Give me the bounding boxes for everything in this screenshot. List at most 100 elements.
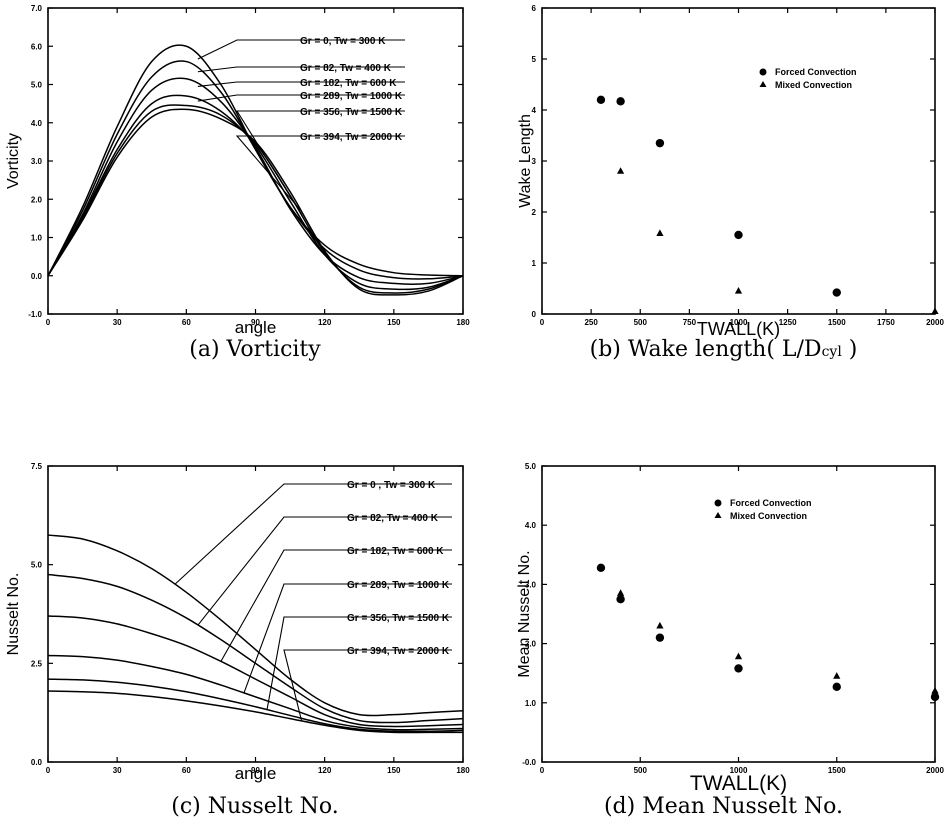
y-tick-label: 3.0 xyxy=(525,580,537,589)
x-tick-label: 1500 xyxy=(828,766,846,775)
x-tick-label: 1500 xyxy=(828,318,846,327)
series-label: Gr = 289, Tw = 1000 K xyxy=(347,580,450,591)
x-tick-label: 180 xyxy=(456,766,470,775)
caption-b: (b) Wake length( L/Dcyl ) xyxy=(500,337,947,362)
y-tick-label: 5.0 xyxy=(525,462,537,471)
series-line-4 xyxy=(47,94,464,291)
x-tick-label: 2000 xyxy=(926,766,944,775)
label-leader-line xyxy=(235,135,405,212)
x-tick-label: 150 xyxy=(387,318,401,327)
x-tick-label: 120 xyxy=(318,766,332,775)
y-tick-label: 2.0 xyxy=(31,195,43,204)
x-axis-title: angle xyxy=(235,764,277,783)
x-tick-label: 1750 xyxy=(877,318,895,327)
y-tick-label: 2.0 xyxy=(525,640,537,649)
x-tick-label: 0 xyxy=(540,766,545,775)
series-label: Gr = 82, Tw = 400 K xyxy=(347,513,439,524)
label-leader-line xyxy=(197,516,452,626)
series-line-5 xyxy=(47,678,464,733)
x-tick-label: 500 xyxy=(634,766,648,775)
point-mixed xyxy=(617,589,625,596)
y-tick-label: 6.0 xyxy=(31,42,43,51)
label-leader-line xyxy=(174,483,452,585)
label-leader-line xyxy=(197,66,405,73)
y-tick-label: 1.0 xyxy=(525,699,537,708)
point-mixed xyxy=(931,686,939,694)
x-tick-label: 500 xyxy=(634,318,648,327)
x-tick-label: 180 xyxy=(456,318,470,327)
y-tick-label: 1.0 xyxy=(31,234,43,243)
series-label: Gr = 182, Tw = 600 K xyxy=(347,546,444,557)
x-tick-label: 1000 xyxy=(730,318,748,327)
y-axis-title: Wake Length xyxy=(517,114,534,208)
y-tick-label: 5.0 xyxy=(31,561,43,570)
x-tick-label: 60 xyxy=(182,318,191,327)
y-tick-label: 7.0 xyxy=(31,4,43,13)
legend-label: Forced Convection xyxy=(775,67,857,77)
x-tick-label: 1250 xyxy=(779,318,797,327)
x-tick-label: 250 xyxy=(584,318,598,327)
y-tick-label: 0 xyxy=(532,310,537,319)
caption-b-end: ) xyxy=(841,337,858,362)
series-label: Gr = 356, Tw = 1500 K xyxy=(347,613,450,624)
x-tick-label: 30 xyxy=(113,766,122,775)
x-tick-label: 2000 xyxy=(926,318,944,327)
label-leader-line xyxy=(220,549,452,662)
x-axis-title: TWALL(K) xyxy=(697,319,780,339)
y-tick-label: -1.0 xyxy=(28,310,42,319)
series-line-6 xyxy=(47,108,464,296)
caption-c: (c) Nusselt No. xyxy=(171,794,339,819)
x-tick-label: 150 xyxy=(387,766,401,775)
point-forced xyxy=(616,595,625,604)
point-forced xyxy=(596,95,606,105)
y-tick-label: 0.0 xyxy=(31,758,43,767)
series-label: Gr = 289, Tw = 1000 K xyxy=(300,91,403,102)
point-forced xyxy=(616,97,625,106)
series-line-5 xyxy=(47,104,464,294)
point-forced xyxy=(734,664,743,673)
x-tick-label: 0 xyxy=(46,318,51,327)
legend-label: Forced Convection xyxy=(730,498,812,508)
point-forced xyxy=(596,563,606,573)
y-tick-label: 5.0 xyxy=(31,81,43,90)
y-tick-label: 1 xyxy=(532,259,537,268)
point-forced xyxy=(734,230,743,240)
point-mixed xyxy=(656,229,664,237)
legend-marker-forced xyxy=(759,68,767,76)
series-line-4 xyxy=(47,654,464,731)
y-tick-label: 2 xyxy=(532,208,537,217)
series-label: Gr = 82, Tw = 400 K xyxy=(300,63,392,74)
caption-a: (a) Vorticity xyxy=(189,337,321,362)
label-leader-line xyxy=(266,616,452,710)
y-tick-label: 5 xyxy=(532,55,537,64)
x-tick-label: 0 xyxy=(540,318,545,327)
x-tick-label: 120 xyxy=(318,318,332,327)
point-forced xyxy=(832,682,841,692)
x-axis-title: TWALL(K) xyxy=(690,772,787,795)
y-tick-label: 7.5 xyxy=(31,462,43,471)
label-leader-line xyxy=(236,110,405,215)
label-leader-line xyxy=(283,649,452,721)
x-tick-label: 750 xyxy=(683,318,697,327)
series-line-3 xyxy=(47,615,464,728)
point-forced xyxy=(930,692,940,702)
legend-marker-mixed xyxy=(714,512,722,518)
chart-a: 0 30 60 90 120 150 180 -1.0 0.0 1.0 2.0 3.0 4.0 5.0 6.… xyxy=(5,4,470,337)
series-label: Gr = 0 , Tw = 300 K xyxy=(347,480,436,491)
x-tick-label: 30 xyxy=(113,318,122,327)
y-tick-label: 2.5 xyxy=(31,659,43,668)
y-axis-title: Vorticity xyxy=(5,133,22,189)
point-forced xyxy=(655,633,665,642)
legend-label: Mixed Convection xyxy=(775,80,852,90)
series-line-2 xyxy=(47,573,464,724)
x-tick-label: 0 xyxy=(46,766,51,775)
label-leader-line xyxy=(243,583,452,694)
point-mixed xyxy=(931,307,939,315)
series-label: Gr = 394, Tw = 2000 K xyxy=(300,132,403,143)
x-axis-title: angle xyxy=(235,318,277,337)
caption-b-subscript: cyl xyxy=(821,344,842,360)
label-leader-line xyxy=(197,39,405,60)
y-tick-label: 6 xyxy=(532,4,537,13)
y-tick-label: 4 xyxy=(532,106,537,115)
